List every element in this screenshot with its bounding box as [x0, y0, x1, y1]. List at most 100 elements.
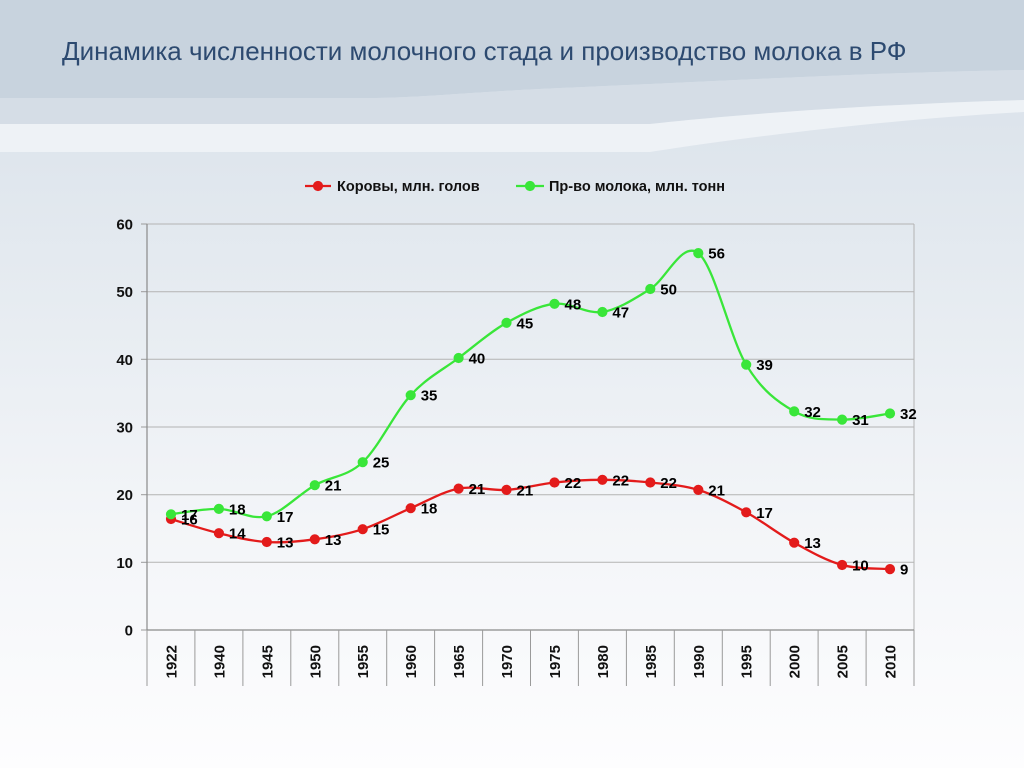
- data-point: [789, 537, 800, 548]
- legend: Коровы, млн. голов Пр-во молока, млн. то…: [305, 179, 725, 195]
- header-highlight-stripe: [0, 100, 1024, 152]
- header-band: [0, 0, 1024, 98]
- data-label: 21: [469, 481, 486, 498]
- x-tick-label: 1960: [403, 645, 420, 678]
- data-label: 47: [612, 305, 629, 322]
- data-label: 21: [708, 482, 725, 499]
- y-tick-label: 60: [116, 217, 133, 234]
- x-tick-label: 2010: [883, 645, 900, 678]
- legend-item-milk: Пр-во молока, млн. тонн: [516, 179, 725, 195]
- data-label: 25: [373, 455, 390, 472]
- data-point: [789, 406, 800, 417]
- data-point: [837, 559, 848, 571]
- data-label: 18: [421, 501, 438, 518]
- data-label: 40: [469, 351, 486, 368]
- data-point: [261, 536, 272, 548]
- data-label: 13: [277, 535, 294, 552]
- x-tick-label: 1945: [259, 645, 276, 678]
- data-point: [309, 480, 320, 491]
- data-label: 32: [804, 404, 821, 421]
- x-tick-label: 1985: [643, 645, 660, 678]
- data-label: 14: [229, 526, 246, 543]
- data-point: [165, 509, 177, 520]
- legend-marker-milk: [524, 180, 536, 192]
- data-point: [357, 457, 368, 468]
- data-label: 10: [852, 558, 869, 575]
- data-label: 31: [852, 412, 869, 429]
- data-label: 50: [660, 282, 677, 299]
- data-point: [213, 528, 224, 539]
- x-tick-label: 2005: [835, 645, 852, 678]
- data-label: 22: [565, 475, 582, 492]
- x-tick-label: 1975: [547, 645, 564, 678]
- slide-title: Динамика численности молочного стада и п…: [62, 36, 907, 66]
- data-point: [645, 283, 656, 295]
- data-label: 15: [373, 522, 390, 539]
- data-point: [741, 359, 752, 370]
- data-point: [884, 564, 896, 575]
- data-label: 56: [708, 246, 725, 263]
- data-point: [405, 390, 416, 401]
- legend-item-cows: Коровы, млн. голов: [305, 179, 480, 195]
- data-point: [453, 483, 464, 494]
- data-point: [309, 534, 320, 545]
- data-point: [213, 503, 224, 514]
- y-tick-label: 0: [125, 623, 133, 640]
- data-label: 32: [900, 406, 917, 423]
- x-tick-label: 1995: [739, 645, 756, 678]
- x-tick-label: 1970: [499, 645, 516, 678]
- data-label: 45: [517, 315, 534, 332]
- data-label: 13: [325, 532, 342, 549]
- legend-label-cows: Коровы, млн. голов: [337, 179, 480, 195]
- header-wave: [0, 70, 1024, 124]
- x-tick-label: 1940: [211, 645, 228, 678]
- series: [165, 248, 896, 575]
- x-tick-label: 2000: [787, 645, 804, 678]
- gridlines: [147, 223, 915, 630]
- legend-marker-cows: [312, 180, 324, 192]
- data-label: 18: [229, 501, 246, 518]
- data-point: [453, 352, 464, 364]
- series-line: [170, 249, 891, 519]
- x-tick-label: 1990: [691, 645, 708, 678]
- data-point: [549, 477, 560, 488]
- data-point: [261, 511, 272, 522]
- legend-label-milk: Пр-во молока, млн. тонн: [549, 179, 725, 195]
- data-label: 21: [517, 482, 534, 499]
- axes: 0 10 20 30 40 50 60 1922 1940 1945 1950 1955 1960 196…: [116, 217, 915, 686]
- data-point: [693, 484, 704, 495]
- x-tick-label: 1955: [355, 645, 372, 678]
- data-point: [693, 248, 704, 259]
- data-point: [884, 408, 896, 419]
- data-point: [837, 414, 848, 425]
- data-point: [405, 503, 416, 514]
- data-label: 35: [421, 388, 438, 405]
- y-tick-label: 20: [116, 487, 133, 504]
- data-label: 9: [900, 562, 908, 579]
- x-tick-label: 1980: [595, 645, 612, 678]
- data-label: 22: [660, 475, 677, 492]
- x-tick-label: 1950: [307, 645, 324, 678]
- data-label: 16: [181, 512, 198, 529]
- data-point: [597, 474, 608, 485]
- data-label: 13: [804, 535, 821, 552]
- data-labels: 16 14 13 13 15 18 21 21 22 22 22 21 17 13 10 9 17 18 17 21 2…: [181, 246, 917, 579]
- data-label: 22: [612, 472, 629, 489]
- data-point: [597, 306, 608, 318]
- data-label: 39: [756, 357, 773, 374]
- data-label: 48: [565, 296, 582, 313]
- y-tick-label: 30: [116, 420, 133, 437]
- data-label: 17: [181, 507, 198, 524]
- data-point: [357, 524, 368, 535]
- y-tick-label: 50: [116, 284, 133, 301]
- data-point: [549, 298, 560, 309]
- y-tick-label: 40: [116, 352, 133, 369]
- data-point: [501, 317, 512, 328]
- x-tick-label: 1965: [451, 645, 468, 678]
- y-tick-label: 10: [116, 555, 133, 572]
- data-label: 21: [325, 478, 342, 495]
- data-point: [741, 507, 752, 518]
- data-point: [501, 484, 512, 495]
